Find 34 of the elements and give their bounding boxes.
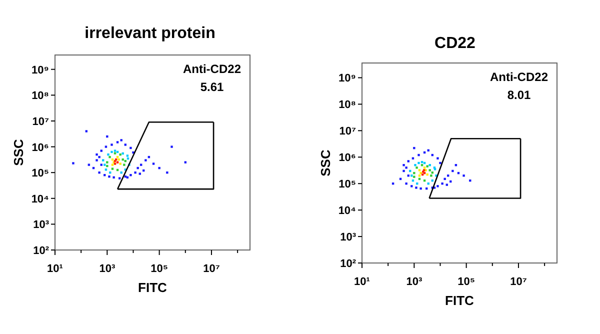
y-tick-label: 10⁷ (32, 116, 50, 128)
x-tick-label: 10⁵ (150, 263, 168, 275)
x-tick-label: 10⁵ (458, 276, 476, 288)
x-tick-label: 10⁷ (203, 263, 220, 275)
x-tick-label: 10¹ (47, 263, 64, 275)
chart-title: irrelevant protein (84, 25, 216, 42)
y-tick-label: 10⁹ (338, 72, 356, 85)
x-axis-title: FITC (138, 280, 168, 295)
y-axis-title: SSC (11, 138, 26, 166)
annotation: 8.01 (507, 88, 531, 102)
x-tick-label: 10³ (99, 263, 116, 275)
y-tick-label: 10⁶ (338, 152, 356, 164)
annotation: 5.61 (200, 80, 224, 94)
chart-title: CD22 (434, 35, 476, 52)
x-tick-label: 10³ (406, 276, 422, 288)
y-axis-title: SSC (318, 149, 333, 176)
x-tick-label: 10¹ (354, 276, 370, 288)
annotation: Anti-CD22 (490, 70, 548, 84)
x-tick-label: 10⁷ (510, 276, 528, 288)
y-tick-label: 10³ (340, 232, 356, 244)
y-tick-label: 10² (33, 245, 50, 257)
y-tick-label: 10⁶ (32, 142, 49, 154)
y-tick-label: 10⁵ (32, 168, 49, 180)
y-tick-label: 10³ (33, 219, 50, 232)
y-tick-label: 10⁸ (338, 99, 356, 112)
y-tick-label: 10⁴ (338, 205, 356, 218)
y-tick-label: 10⁴ (31, 193, 49, 206)
y-tick-label: 10⁵ (338, 178, 356, 191)
annotation: Anti-CD22 (182, 62, 242, 76)
y-tick-label: 10⁹ (32, 64, 49, 76)
y-tick-label: 10⁷ (339, 126, 356, 138)
y-tick-label: 10² (340, 258, 356, 270)
y-tick-label: 10⁸ (32, 90, 49, 102)
x-axis-title: FITC (445, 293, 475, 308)
